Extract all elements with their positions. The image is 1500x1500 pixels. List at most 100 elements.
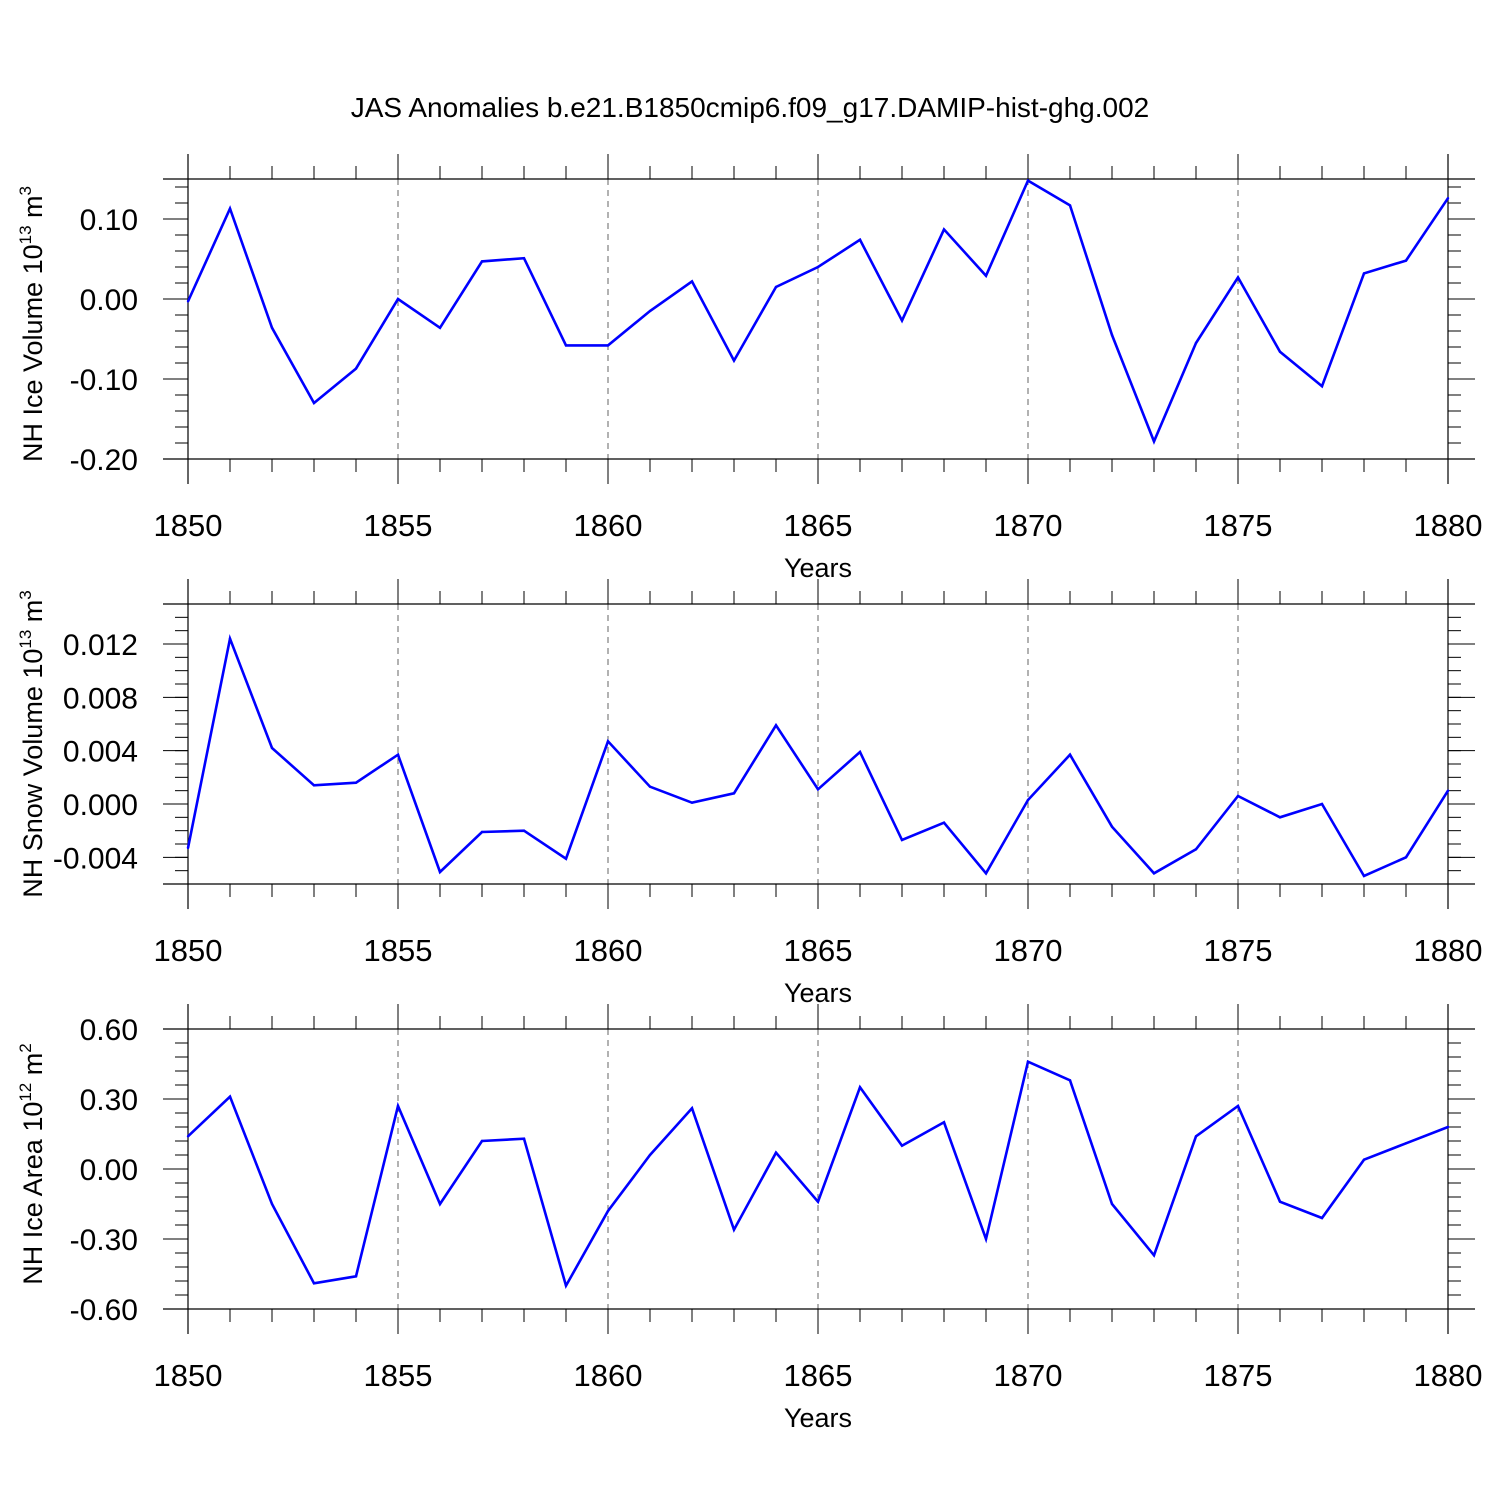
data-point (480, 260, 484, 263)
y-tick-label: 0.60 (80, 1014, 138, 1047)
data-point (1236, 794, 1240, 798)
data-point (900, 319, 904, 322)
y-axis-title: NH Ice Volume 1013 m3 (16, 186, 48, 462)
x-tick-label: 1850 (154, 933, 223, 968)
x-tick-label: 1870 (994, 1358, 1063, 1393)
data-point (312, 401, 316, 405)
data-point (984, 872, 988, 875)
data-point (228, 637, 232, 640)
data-point (564, 1284, 568, 1287)
y-tick-label: 0.008 (63, 682, 138, 715)
data-point (1320, 385, 1324, 388)
data-point (438, 1202, 442, 1206)
data-point (774, 724, 778, 727)
data-point (900, 838, 904, 842)
data-point (690, 280, 694, 283)
data-point (228, 207, 232, 210)
data-point (438, 870, 442, 874)
data-point (1194, 1135, 1198, 1138)
y-tick-label: -0.10 (70, 364, 138, 397)
data-point (312, 784, 316, 787)
data-point (1278, 816, 1282, 819)
y-tick-label: 0.30 (80, 1084, 138, 1117)
x-tick-label: 1860 (574, 1358, 643, 1393)
x-tick-label: 1865 (784, 933, 853, 968)
panel-ice-area: -0.60 -0.30 0.00 0.30 0.60 1850 1855 1860 1865 18… (16, 1004, 1482, 1433)
data-point (438, 326, 442, 329)
data-point (1362, 1158, 1366, 1161)
data-point (1404, 259, 1408, 262)
data-point (942, 821, 946, 824)
data-point (1026, 179, 1030, 182)
data-point (1446, 197, 1450, 200)
data-point (564, 344, 568, 347)
data-point (270, 326, 274, 329)
data-point (1194, 341, 1198, 345)
data-point (816, 788, 820, 791)
y-tick-label: -0.004 (53, 842, 138, 875)
data-point (312, 1282, 316, 1285)
data-point (1404, 1142, 1408, 1145)
x-tick-label: 1855 (364, 933, 433, 968)
data-point (1362, 272, 1366, 275)
data-point (690, 1107, 694, 1110)
data-point (1236, 276, 1240, 279)
data-point (522, 829, 526, 832)
data-point (564, 857, 568, 860)
y-tick-label: 0.004 (63, 736, 138, 769)
x-axis-title: Years (784, 1403, 852, 1433)
data-point (522, 257, 526, 260)
data-point (732, 1228, 736, 1231)
x-tick-label: 1855 (364, 1358, 433, 1393)
data-point (1068, 753, 1072, 756)
panel-ice-volume: -0.20 -0.10 0.00 0.10 1850 1855 1860 1865 1870 18… (16, 154, 1482, 583)
data-point (942, 1121, 946, 1124)
plot-area (189, 605, 1448, 884)
data-point (396, 753, 400, 756)
data-point (1278, 1200, 1282, 1203)
x-tick-label: 1875 (1204, 933, 1273, 968)
data-point (774, 1151, 778, 1154)
data-point (396, 1104, 400, 1108)
y-tick-label: 0.012 (63, 629, 138, 662)
data-point (1068, 1079, 1072, 1082)
data-point (1236, 1104, 1240, 1108)
data-point (690, 801, 694, 804)
data-point (1110, 1202, 1114, 1206)
data-point (648, 1153, 652, 1157)
data-point (186, 846, 190, 850)
data-point (900, 1144, 904, 1147)
data-point (1068, 204, 1072, 207)
data-point (1362, 874, 1366, 878)
x-tick-label: 1880 (1414, 1358, 1483, 1393)
x-tick-label: 1850 (154, 1358, 223, 1393)
data-point (858, 238, 862, 241)
x-tick-label: 1880 (1414, 508, 1483, 543)
data-point (1278, 350, 1282, 353)
data-point (354, 781, 358, 784)
data-point (1152, 440, 1156, 443)
y-axis-title: NH Snow Volume 1013 m3 (16, 590, 48, 898)
x-axis-title: Years (784, 978, 852, 1008)
data-point (1320, 1216, 1324, 1220)
data-point (354, 1275, 358, 1278)
data-point (984, 274, 988, 277)
data-point (606, 1209, 610, 1213)
data-point (648, 309, 652, 313)
y-tick-label: 0.000 (63, 789, 138, 822)
x-axis-title: Years (784, 553, 852, 583)
data-point (606, 344, 610, 347)
data-point (396, 297, 400, 301)
x-tick-label: 1855 (364, 508, 433, 543)
data-point (816, 265, 820, 269)
data-point (1404, 856, 1408, 859)
panel-snow-volume: -0.004 0.000 0.004 0.008 0.012 1850 1855 1860 18… (16, 579, 1482, 1008)
data-point (186, 300, 190, 303)
data-point (1446, 789, 1450, 792)
data-point (1194, 848, 1198, 851)
data-point (270, 1202, 274, 1206)
data-point (606, 740, 610, 743)
y-tick-label: 0.10 (80, 204, 138, 237)
data-point (522, 1137, 526, 1140)
data-point (270, 746, 274, 750)
